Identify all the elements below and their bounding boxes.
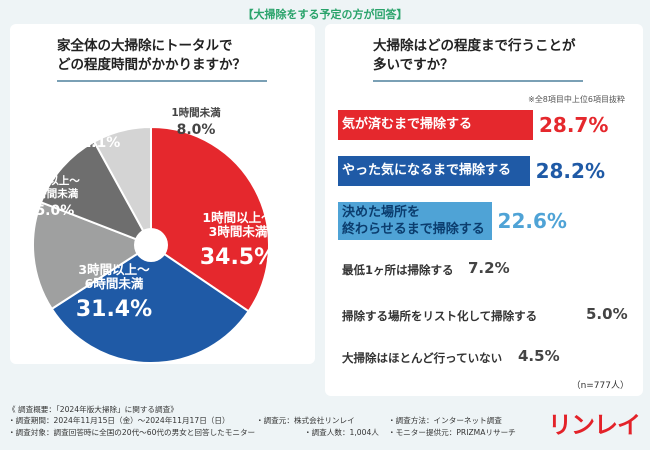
pie-value-label: 34.5% — [200, 245, 276, 270]
bar-note: ※全8項目中上位6項目抜粋 — [528, 95, 625, 104]
pie-value-label: 15.0% — [26, 203, 75, 219]
pie-slice — [50, 243, 250, 364]
pie-category-label: 1時間以上～ — [202, 210, 274, 225]
bar-value-label: 28.7% — [539, 113, 609, 137]
pie-question: 家全体の大掃除にトータルで どの程度時間がかかりますか？ — [57, 37, 246, 75]
bar — [338, 202, 492, 240]
pie-question-line-1: 家全体の大掃除にトータルで — [57, 38, 233, 54]
pie-category-label: 6時間以上～ — [20, 174, 80, 187]
bar — [338, 110, 533, 140]
pie-question-underline — [57, 80, 267, 82]
brand-logo: リンレイ — [548, 411, 641, 439]
survey-provider: ・モニター提供元：PRIZMAリサーチ — [388, 427, 516, 437]
bar-category-label: 最低1ヶ所は掃除する — [342, 263, 454, 277]
survey-count: ・調査人数：1,004人 — [304, 427, 379, 437]
pie-center-hole — [134, 228, 168, 262]
bar-question: 大掃除はどの程度まで行うことが 多いですか？ — [373, 37, 576, 75]
bar-category-label: やった気になるまで掃除する — [342, 163, 512, 178]
pie-slice — [32, 200, 154, 311]
pie-category-label: 6時間未満 — [85, 276, 144, 291]
bar-value-label: 28.2% — [535, 159, 605, 183]
bar-panel: 大掃除はどの程度まで行うことが 多いですか？ ※全8項目中上位6項目抜粋 気が済… — [325, 24, 643, 396]
bar-question-line-1: 大掃除はどの程度まで行うことが — [373, 38, 576, 54]
pie-slice — [92, 125, 152, 246]
bar — [338, 156, 530, 186]
pie-category-label: 1時間未満 — [171, 106, 221, 119]
pie-slice — [39, 140, 154, 247]
survey-target: ・調査対象：調査回答時に全国の20代～60代の男女と回答したモニター — [8, 427, 256, 437]
survey-period: ・調査期間：2024年11月15日（金）～2024年11月17日（日） — [8, 416, 230, 426]
pie-question-line-2: どの程度時間がかかりますか？ — [57, 57, 246, 73]
sample-size: （n=777人） — [571, 381, 629, 391]
pie-category-label: 3時間未満 — [209, 224, 268, 239]
bar-value-label: 5.0% — [586, 305, 628, 323]
pie-value-label: 8.0% — [177, 122, 216, 138]
pie-value-label: 31.4% — [76, 297, 152, 322]
bar-question-line-2: 多いですか？ — [373, 57, 454, 73]
bar-category-label: 気が済むまで掃除する — [342, 117, 473, 132]
bar-category-label: 決めた場所を 終わらせるまで掃除する — [342, 205, 485, 237]
bar-category-label: 大掃除はほとんど行っていない — [342, 351, 503, 365]
pie-panel: 家全体の大掃除にトータルで どの程度時間がかかりますか？ 1時間以上～ 3時間未満… — [10, 24, 315, 364]
header-banner: 【大掃除をする予定の方が回答】 — [242, 8, 408, 21]
bar-category-label: 掃除する場所をリスト化して掃除する — [342, 309, 538, 323]
pie-chart: 1時間以上～3時間未満34.5%3時間以上～6時間未満31.4%6時間以上～12… — [20, 106, 276, 364]
survey-method: ・調査方法：インターネット調査 — [388, 416, 502, 426]
pie-slice-label: 6時間以上～12時間未満 15.0% — [20, 174, 80, 219]
pie-slice-label: 1時間未満 8.0% — [171, 106, 221, 138]
pie-slice-label: 1時間以上～3時間未満 34.5% — [200, 210, 276, 270]
pie-category-label: 3時間以上～ — [78, 262, 150, 277]
bar-question-underline — [373, 80, 583, 82]
pie-slice-label: 12時間以上 11.1% — [68, 119, 125, 151]
survey-source: ・調査元：株式会社リンレイ — [256, 416, 355, 426]
bar-value-label: 4.5% — [518, 347, 560, 365]
pie-value-label: 11.1% — [72, 135, 121, 151]
pie-slice-label: 3時間以上～6時間未満 31.4% — [76, 262, 152, 322]
bar-value-label: 22.6% — [497, 209, 567, 233]
pie-slice — [150, 125, 270, 313]
bar-value-label: 7.2% — [468, 259, 510, 277]
survey-title-text: 《 調査概要：「2024年版大掃除」に関する調査》 — [8, 405, 178, 414]
pie-category-label: 12時間以上 — [68, 119, 125, 132]
pie-category-label: 12時間未満 — [22, 187, 79, 200]
